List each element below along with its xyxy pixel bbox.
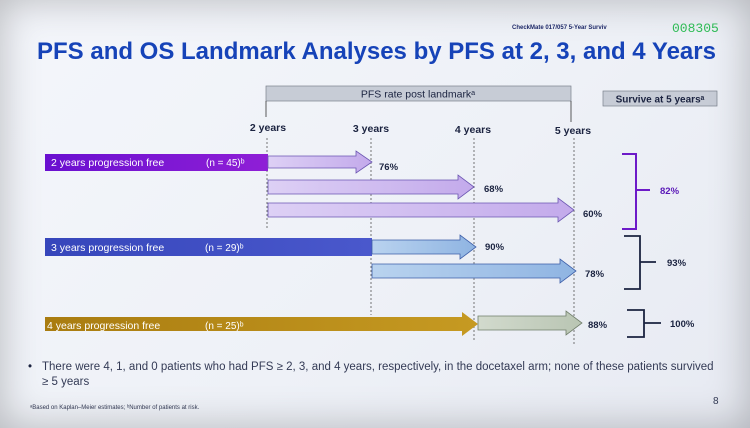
arrow-2-to-4-years (267, 174, 475, 200)
bullet-marker: • (28, 361, 33, 373)
group-3-years-n: (n = 29)ᵇ (205, 243, 244, 254)
survival-4-years: 100% (670, 319, 695, 330)
bracket-3-years (624, 235, 656, 290)
group-2-years-n: (n = 45)ᵇ (206, 158, 245, 169)
survival-3-years: 93% (667, 258, 687, 269)
landmark-header-box (265, 85, 572, 102)
study-reference: CheckMate 017/057 5-Year Surviv (512, 25, 607, 31)
group-2-years-label: 2 years progression free (51, 157, 164, 169)
bracket-2-years (622, 153, 650, 230)
group-4-years-label: 4 years progression free (47, 320, 160, 332)
bracket-4-years (627, 309, 661, 338)
bullet-note: • There were 4, 1, and 0 patients who ha… (28, 360, 718, 390)
rate-3y-at-4y: 90% (485, 242, 505, 253)
timepoint-3-years: 3 years (353, 123, 389, 135)
arrow-2-to-3-years (267, 150, 373, 174)
arrow-4-to-5-years (477, 310, 583, 336)
timepoint-5-years: 5 years (555, 125, 591, 137)
group-4-years-n: (n = 25)ᵇ (205, 321, 244, 332)
arrow-3-to-4-years (371, 234, 477, 260)
rate-3y-at-5y: 78% (585, 269, 605, 280)
arrow-3-to-5-years (371, 258, 577, 284)
timepoint-2-years: 2 years (250, 122, 286, 134)
page-number: 8 (713, 396, 719, 407)
survive-header-label: Survive at 5 yearsᵃ (616, 95, 705, 106)
rate-2y-at-3y: 76% (379, 162, 399, 173)
group-4-years-band (45, 312, 478, 336)
landmark-header-label: PFS rate post landmarkᵃ (361, 89, 475, 101)
survival-2-years: 82% (660, 186, 680, 197)
overlay-code: 008305 (672, 21, 719, 36)
slide-title: PFS and OS Landmark Analyses by PFS at 2… (37, 38, 716, 65)
rate-4y-at-5y: 88% (588, 320, 608, 331)
footnote: ᵃBased on Kaplan–Meier estimates; ᵇNumbe… (30, 405, 200, 411)
rate-2y-at-5y: 60% (583, 209, 603, 220)
timepoint-4-years: 4 years (455, 124, 491, 136)
rate-2y-at-4y: 68% (484, 184, 504, 195)
group-2-years-band (45, 154, 268, 171)
group-3-years-label: 3 years progression free (51, 242, 164, 254)
bullet-text: There were 4, 1, and 0 patients who had … (42, 361, 714, 388)
group-3-years-band (45, 238, 372, 256)
arrow-2-to-5-years (267, 197, 575, 223)
survive-header-box (602, 90, 718, 107)
